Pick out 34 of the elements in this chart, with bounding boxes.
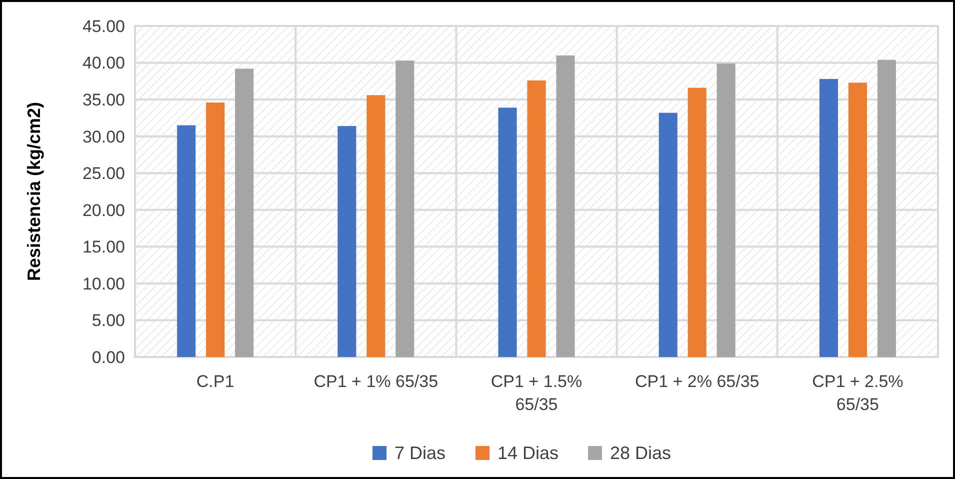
x-tick-label: CP1 + 2.5% 65/35 <box>812 372 904 414</box>
y-tick-label: 35.00 <box>82 90 125 110</box>
bar <box>819 78 838 357</box>
y-axis-title: Resistencia (kg/cm2) <box>24 102 44 282</box>
bar <box>688 88 706 357</box>
y-tick-label: 15.00 <box>82 238 125 257</box>
bar <box>848 82 867 357</box>
legend-label: 7 Dias <box>394 443 446 463</box>
y-tick-label: 10.00 <box>82 274 125 294</box>
y-tick-label: 20.00 <box>82 200 125 220</box>
legend-label: 28 Dias <box>610 443 672 463</box>
bar <box>498 108 517 357</box>
bar <box>366 95 386 357</box>
bar <box>716 64 736 357</box>
x-tick-label: CP1 + 2% 65/35 <box>634 372 760 391</box>
bar <box>338 126 356 357</box>
y-tick-label: 25.00 <box>82 164 125 184</box>
y-tick-label: 0.00 <box>92 348 125 367</box>
bar <box>177 125 196 357</box>
bar <box>396 60 414 357</box>
x-tick-label: C.P1 <box>196 372 234 391</box>
y-tick-label: 30.00 <box>82 127 125 146</box>
y-tick-label: 40.00 <box>82 54 125 73</box>
y-tick-label: 45.00 <box>82 16 125 36</box>
bar <box>235 68 254 357</box>
x-tick-label: CP1 + 1.5% 65/35 <box>490 372 582 414</box>
x-tick-label: CP1 + 1% 65/35 <box>314 372 438 391</box>
bar <box>556 55 575 357</box>
bar <box>658 112 678 357</box>
legend-label: 14 Dias <box>498 443 559 463</box>
bar <box>527 80 546 357</box>
y-tick-label: 5.00 <box>92 311 125 330</box>
bar <box>206 102 225 357</box>
bar <box>877 60 896 357</box>
